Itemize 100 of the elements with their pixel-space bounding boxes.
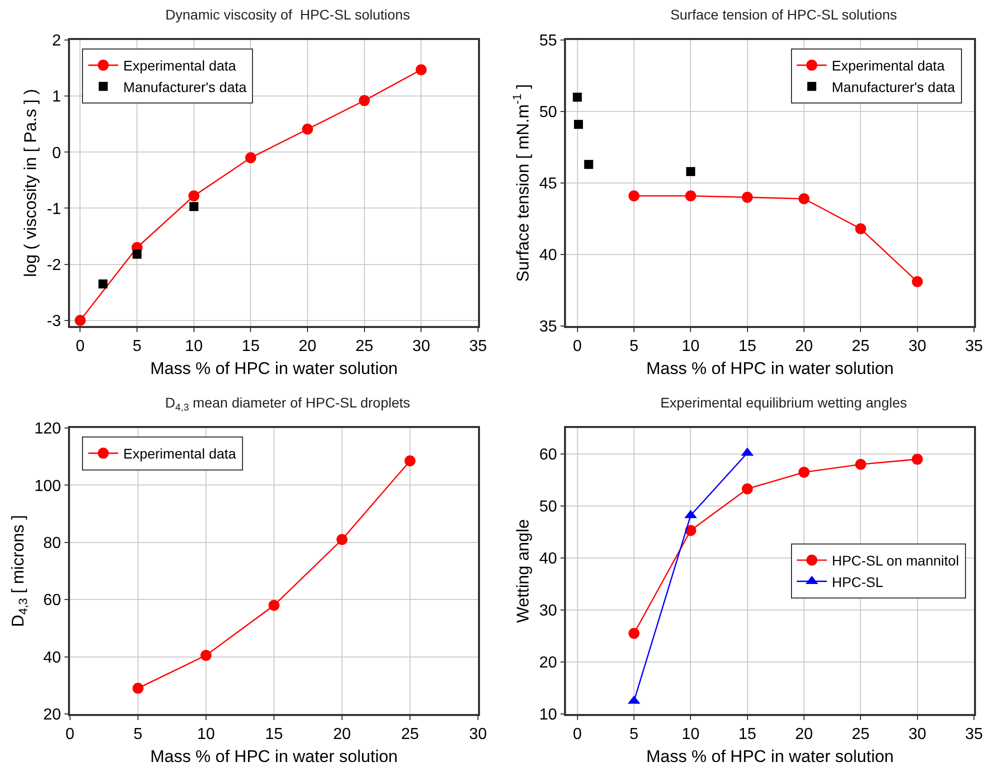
x-tick-label: 35 <box>965 726 983 743</box>
point <box>189 202 198 212</box>
y-axis-title: log ( viscosity in [ Pa.s ] ) <box>20 89 40 277</box>
x-tick-label: 35 <box>965 338 983 355</box>
y-tick-label: 60 <box>43 592 62 610</box>
x-tick-label: 15 <box>738 726 756 743</box>
point <box>268 600 280 611</box>
point <box>245 152 256 164</box>
point <box>188 190 200 202</box>
x-axis-title: Mass % of HPC in water solution <box>646 746 894 766</box>
point <box>336 534 348 546</box>
y-tick-label: 45 <box>539 176 558 193</box>
x-tick-label: 20 <box>298 338 317 355</box>
chart-title: Surface tension of HPC-SL solutions <box>670 6 898 22</box>
y-tick-label: -1 <box>46 200 62 218</box>
x-tick-label: 25 <box>355 338 374 355</box>
x-tick-label: 20 <box>795 726 813 743</box>
y-tick-label: -2 <box>46 256 62 274</box>
x-tick-label: 30 <box>908 726 926 743</box>
y-tick-label: 2 <box>52 32 62 50</box>
y-tick-label: 30 <box>539 602 558 620</box>
point <box>855 223 866 234</box>
point <box>912 454 923 465</box>
legend-label: Manufacturer's data <box>832 78 956 95</box>
point <box>855 458 866 470</box>
legend-label: HPC-SL on mannitol <box>832 552 959 569</box>
x-tick-label: 15 <box>242 338 260 355</box>
x-tick-label: 0 <box>572 338 582 355</box>
point <box>798 466 810 478</box>
y-tick-label: 20 <box>43 706 62 724</box>
x-tick-label: 10 <box>184 338 203 355</box>
x-tick-label: 25 <box>852 726 870 743</box>
point <box>404 455 416 466</box>
point <box>628 190 640 202</box>
y-tick-label: 20 <box>539 654 558 672</box>
legend-label: HPC-SL <box>832 574 884 590</box>
chart-title: Experimental equilibrium wetting angles <box>660 394 908 410</box>
chart-title: D$_{4,3}$ mean diameter of HPC-SL droplets <box>165 394 410 414</box>
x-tick-label: 15 <box>265 726 283 743</box>
y-axis-title: Wetting angle <box>513 519 532 623</box>
point <box>685 524 696 536</box>
point <box>572 92 582 102</box>
point <box>685 190 696 202</box>
x-tick-label: 25 <box>852 338 870 355</box>
point <box>686 167 696 176</box>
x-tick-label: 5 <box>132 338 142 355</box>
point <box>416 64 427 76</box>
point <box>302 124 314 135</box>
y-tick-label: 120 <box>34 420 62 438</box>
x-tick-label: 30 <box>908 338 926 355</box>
y-tick-label: 50 <box>539 104 558 122</box>
point <box>132 682 144 694</box>
point <box>912 276 923 288</box>
point <box>98 279 108 288</box>
x-tick-label: 20 <box>333 726 351 743</box>
x-tick-label: 10 <box>682 338 700 355</box>
y-tick-label: 40 <box>43 649 62 666</box>
point <box>628 628 640 639</box>
point <box>358 95 370 106</box>
y-tick-label: 50 <box>539 498 558 516</box>
point <box>798 193 810 204</box>
y-tick-label: 100 <box>34 478 62 495</box>
chart-title: Dynamic viscosity of HPC-SL solutions <box>165 6 410 22</box>
y-tick-label: 40 <box>539 247 558 264</box>
x-tick-label: 20 <box>795 338 813 355</box>
x-axis-title: Mass % of HPC in water solution <box>150 358 398 378</box>
legend-label: Experimental data <box>123 58 236 74</box>
x-tick-label: 0 <box>66 726 75 743</box>
point <box>74 314 86 326</box>
y-tick-label: 10 <box>539 706 558 724</box>
x-tick-label: 5 <box>630 338 639 355</box>
y-tick-label: 35 <box>539 318 558 336</box>
y-tick-label: -3 <box>46 312 62 330</box>
y-tick-label: 40 <box>539 550 558 568</box>
point <box>132 250 142 259</box>
point <box>742 192 753 203</box>
y-tick-label: 1 <box>52 88 62 106</box>
legend-label: Experimental data <box>832 58 945 74</box>
y-tick-label: 55 <box>539 32 558 50</box>
x-tick-label: 30 <box>469 726 487 743</box>
x-tick-label: 0 <box>76 338 85 355</box>
x-tick-label: 30 <box>412 338 430 355</box>
point <box>742 483 753 494</box>
x-tick-label: 5 <box>134 726 143 743</box>
x-tick-label: 5 <box>630 726 639 743</box>
point <box>584 160 594 169</box>
x-tick-label: 0 <box>572 726 582 743</box>
point <box>574 120 583 129</box>
x-tick-label: 15 <box>738 338 756 355</box>
legend-label: Experimental data <box>123 446 236 462</box>
x-tick-label: 35 <box>469 338 487 355</box>
legend-label: Manufacturer's data <box>123 78 247 95</box>
y-tick-label: 80 <box>43 535 62 552</box>
point <box>200 650 212 661</box>
x-tick-label: 10 <box>682 726 700 743</box>
x-axis-title: Mass % of HPC in water solution <box>150 746 398 766</box>
y-tick-label: 60 <box>539 446 558 464</box>
x-tick-label: 10 <box>197 726 215 743</box>
x-tick-label: 25 <box>401 726 419 743</box>
y-tick-label: 0 <box>52 144 62 162</box>
